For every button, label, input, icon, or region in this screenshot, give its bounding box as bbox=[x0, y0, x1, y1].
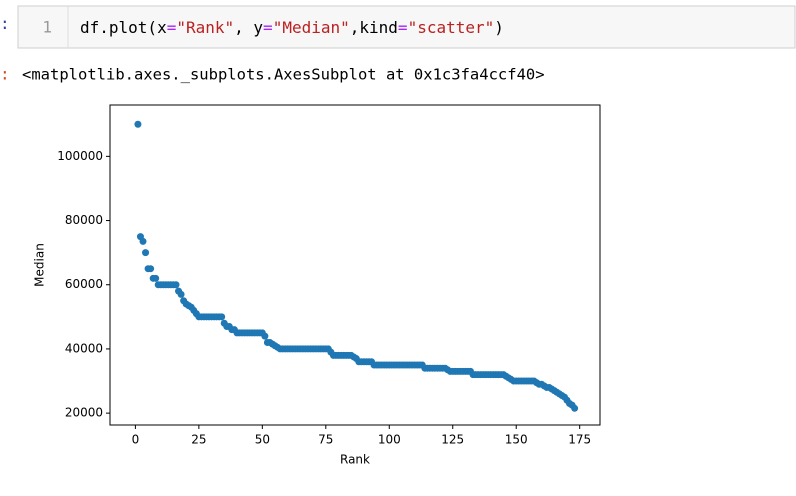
code-token: "Rank" bbox=[176, 18, 234, 37]
x-tick-label: 75 bbox=[318, 433, 333, 447]
point bbox=[152, 274, 160, 282]
code-line: df.plot(x="Rank", y="Median",kind="scatt… bbox=[80, 18, 504, 37]
x-tick-label: 125 bbox=[441, 433, 464, 447]
y-tick-label: 40000 bbox=[65, 341, 103, 355]
code-token: ) bbox=[494, 18, 504, 37]
code-token: ,kind bbox=[350, 18, 398, 37]
point bbox=[218, 313, 226, 321]
point bbox=[147, 265, 155, 273]
code-token: "Median" bbox=[273, 18, 350, 37]
plot: 0 25 50 75 100 125 150 175 20000 40000 60000 80000 1… bbox=[33, 104, 601, 467]
x-tick-label: 175 bbox=[568, 433, 591, 447]
output-prompt: : bbox=[0, 65, 10, 84]
y-axis-label: Median bbox=[33, 243, 47, 287]
code-token: "scatter" bbox=[408, 18, 495, 37]
point bbox=[571, 404, 579, 412]
x-tick-label: 50 bbox=[255, 433, 270, 447]
point bbox=[139, 237, 147, 245]
y-tick-label: 80000 bbox=[65, 213, 103, 227]
axes-frame bbox=[109, 104, 601, 426]
code-token: , y bbox=[234, 18, 263, 37]
x-tick-label: 150 bbox=[505, 433, 528, 447]
point bbox=[142, 249, 150, 257]
point bbox=[172, 281, 180, 289]
y-tick-label: 60000 bbox=[65, 277, 103, 291]
x-tick-label: 25 bbox=[191, 433, 206, 447]
output-text: <matplotlib.axes._subplots.AxesSubplot a… bbox=[22, 66, 545, 84]
code-token: = bbox=[167, 18, 177, 37]
x-tick-label: 0 bbox=[132, 433, 140, 447]
code-token: df.plot(x bbox=[80, 18, 167, 37]
y-tick-label: 20000 bbox=[65, 406, 103, 420]
input-prompt: : bbox=[0, 14, 10, 33]
point bbox=[177, 290, 185, 298]
x-tick-label: 100 bbox=[378, 433, 401, 447]
point bbox=[261, 332, 269, 340]
code-token: = bbox=[398, 18, 408, 37]
line-number: 1 bbox=[42, 18, 52, 37]
y-tick-label: 100000 bbox=[57, 149, 103, 163]
code-token: = bbox=[263, 18, 273, 37]
point bbox=[134, 120, 142, 128]
x-axis-label: Rank bbox=[340, 453, 370, 467]
code-cell[interactable] bbox=[17, 5, 796, 49]
